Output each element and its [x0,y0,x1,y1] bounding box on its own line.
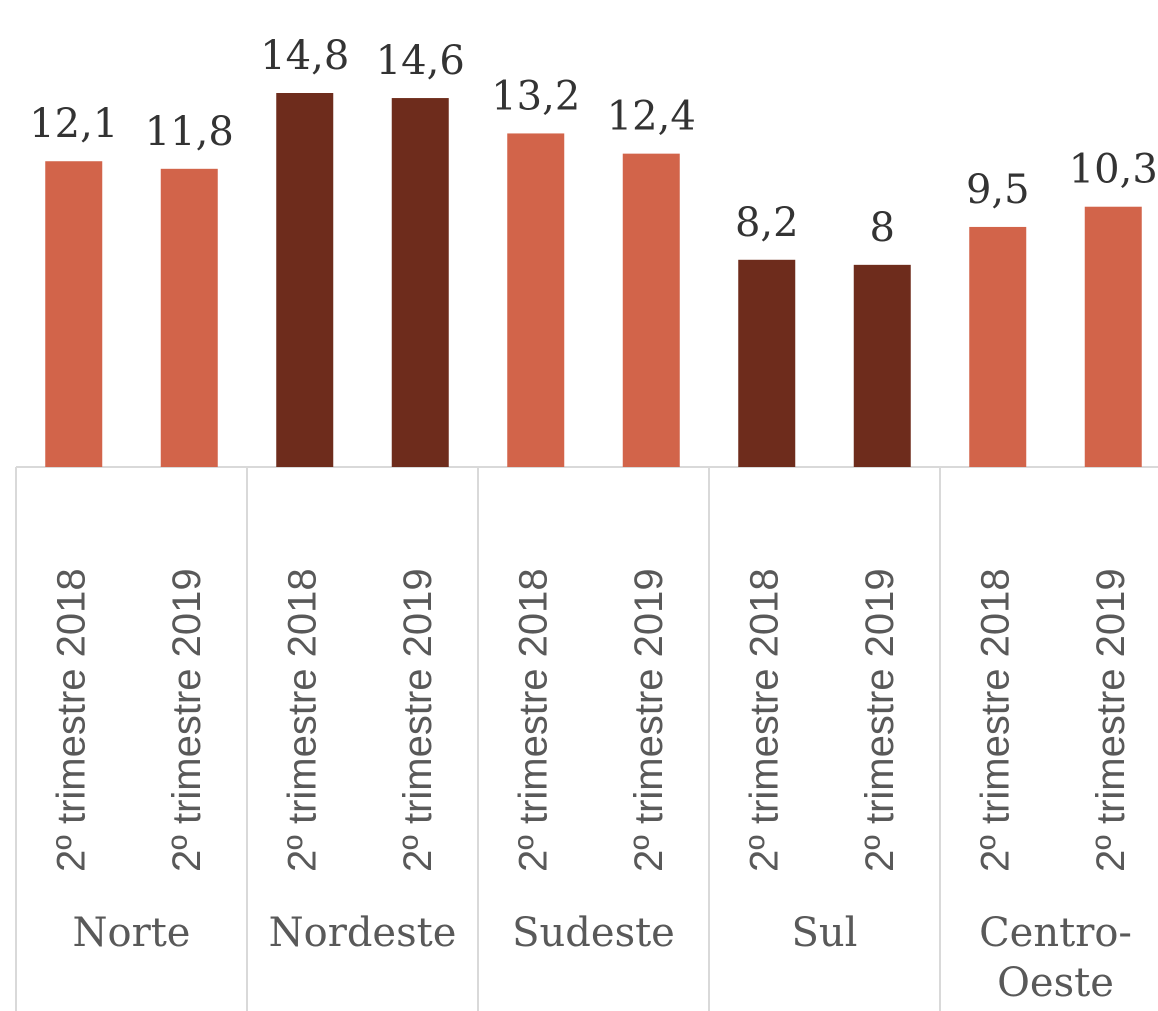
x-tick-label: 2º trimestre 2019 [627,568,671,872]
value-label: 11,8 [145,109,234,155]
group-label: Sul [791,910,858,956]
value-label: 10,3 [1069,147,1158,193]
value-label: 12,4 [607,94,696,140]
group-label: Centro-Oeste [979,910,1132,1006]
x-tick-label: 2º trimestre 2019 [1089,568,1133,872]
bar [738,259,796,467]
x-tick-label: 2º trimestre 2018 [973,568,1017,872]
value-label: 9,5 [966,167,1030,213]
value-label: 8 [870,205,895,251]
bar [1084,206,1142,467]
group-label: Norte [72,910,191,956]
value-label: 12,1 [29,101,118,147]
value-label: 8,2 [735,200,799,246]
bar [507,133,565,467]
bar [45,161,103,467]
x-tick-label: 2º trimestre 2019 [396,568,440,872]
x-tick-label: 2º trimestre 2018 [742,568,786,872]
bar [853,264,911,467]
bar [622,153,680,468]
x-tick-label: 2º trimestre 2019 [858,568,902,872]
group-label: Nordeste [268,910,457,956]
x-tick-label: 2º trimestre 2019 [165,568,209,872]
bar [969,226,1027,467]
x-tick-label: 2º trimestre 2018 [280,568,324,872]
x-tick-label: 2º trimestre 2018 [511,568,555,872]
bar [276,93,334,467]
bar [160,168,218,467]
bar [391,98,449,468]
value-label: 14,6 [376,38,465,84]
group-label: Sudeste [512,910,675,956]
value-label: 14,8 [260,33,349,79]
value-label: 13,2 [491,73,580,119]
x-tick-label: 2º trimestre 2018 [49,568,93,872]
